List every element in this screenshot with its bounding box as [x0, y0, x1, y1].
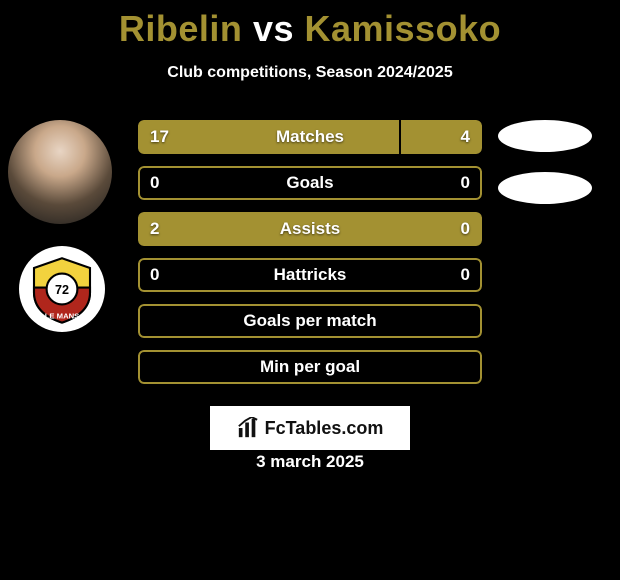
stat-row: Min per goal: [138, 350, 482, 384]
stat-row: Goals per match: [138, 304, 482, 338]
stat-row: 17 4 Matches: [138, 120, 482, 154]
brand-badge: FcTables.com: [210, 406, 410, 450]
brand-text: FcTables.com: [265, 418, 384, 439]
player2-avatar-placeholder: [498, 120, 592, 152]
stat-value-left: 17: [150, 127, 169, 147]
stat-label: Matches: [276, 127, 344, 147]
svg-text:LE MANS: LE MANS: [45, 311, 80, 320]
stat-value-left: 0: [150, 265, 159, 285]
stat-label: Min per goal: [260, 357, 360, 377]
date-text: 3 march 2025: [0, 452, 620, 472]
vs-text: vs: [253, 8, 294, 49]
chart-icon: [237, 417, 259, 439]
subtitle: Club competitions, Season 2024/2025: [0, 64, 620, 82]
page-title: Ribelin vs Kamissoko: [0, 0, 620, 50]
stat-value-right: 0: [461, 265, 470, 285]
player2-club-placeholder: [498, 172, 592, 204]
stat-value-right: 0: [461, 219, 470, 239]
stat-row: 2 0 Assists: [138, 212, 482, 246]
player2-name: Kamissoko: [305, 8, 502, 49]
player1-club-badge: 72 LE MANS: [19, 246, 105, 332]
stat-row: 0 0 Goals: [138, 166, 482, 200]
right-avatar-column: [498, 120, 602, 224]
stat-value-right: 0: [461, 173, 470, 193]
left-avatar-column: 72 LE MANS: [8, 120, 118, 354]
player1-avatar: [8, 120, 112, 224]
stat-value-right: 4: [461, 127, 470, 147]
stat-row: 0 0 Hattricks: [138, 258, 482, 292]
club-badge-icon: 72 LE MANS: [27, 254, 97, 324]
stat-label: Assists: [280, 219, 340, 239]
stat-value-left: 2: [150, 219, 159, 239]
stat-value-left: 0: [150, 173, 159, 193]
svg-text:72: 72: [55, 283, 69, 297]
stat-label: Hattricks: [274, 265, 347, 285]
stat-label: Goals per match: [243, 311, 376, 331]
stat-rows: 17 4 Matches 0 0 Goals 2 0 Assists 0 0 Hattricks Goa…: [138, 120, 482, 396]
player1-name: Ribelin: [119, 8, 243, 49]
comparison-card: Ribelin vs Kamissoko Club competitions, …: [0, 0, 620, 580]
stat-label: Goals: [286, 173, 333, 193]
